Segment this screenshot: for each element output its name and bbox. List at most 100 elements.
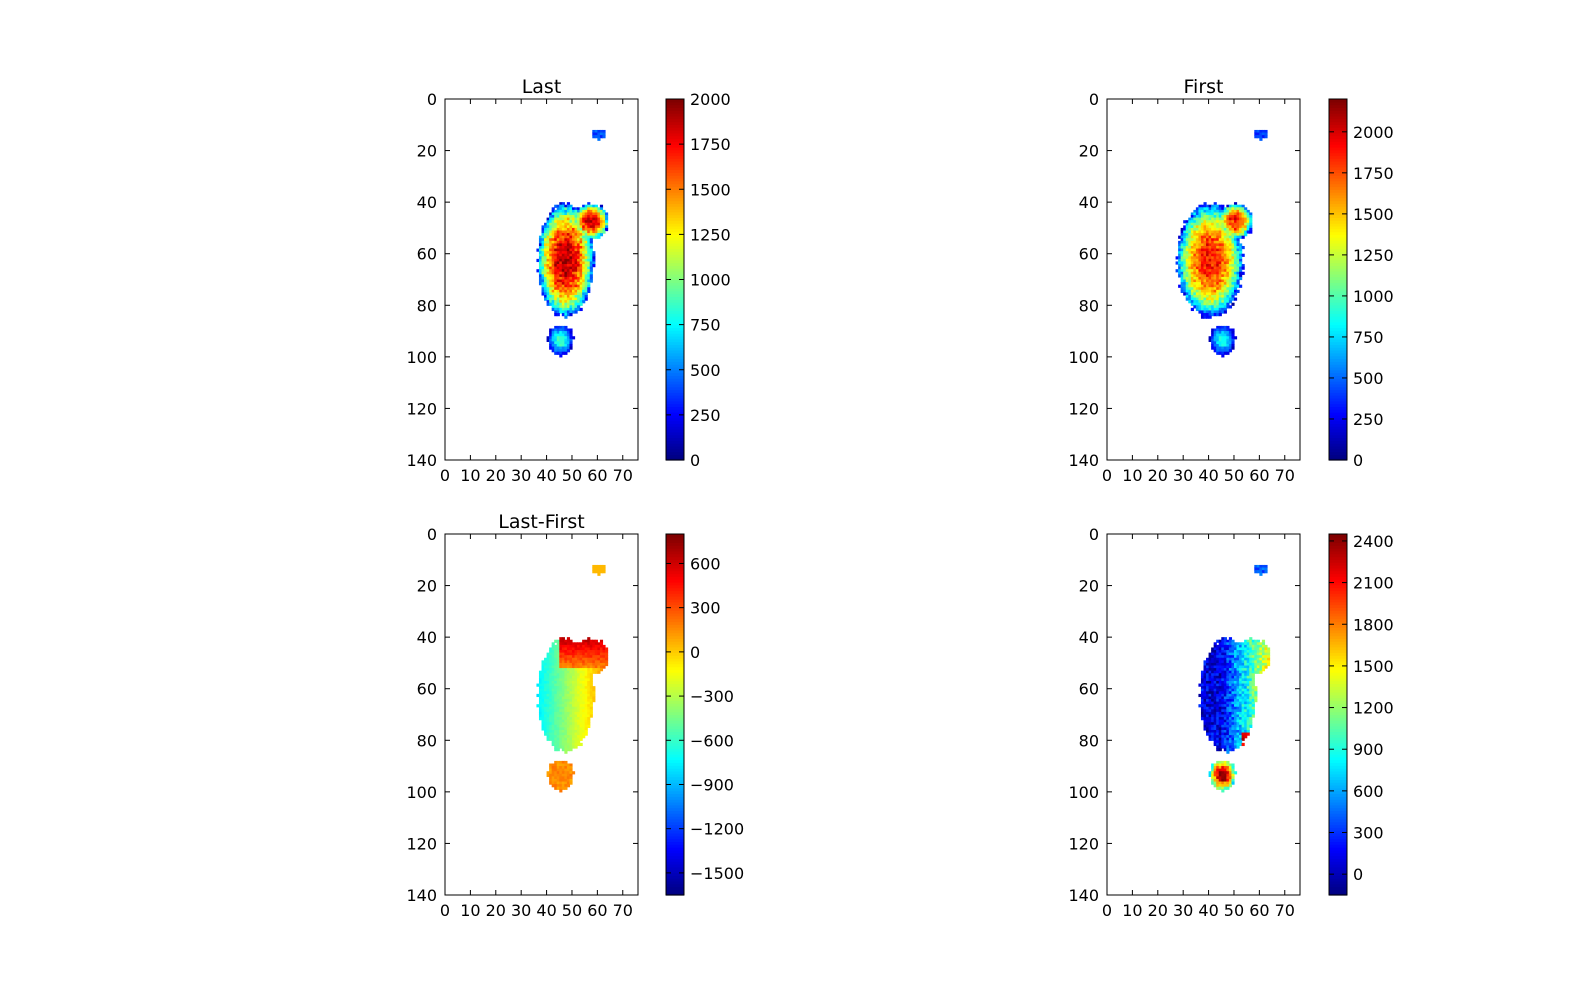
heatmap-cell	[577, 660, 581, 664]
heatmap-cell	[582, 204, 586, 208]
heatmap-cell	[1203, 699, 1207, 703]
heatmap-cell	[1218, 688, 1222, 692]
heatmap-cell	[594, 657, 598, 661]
heatmap-cell	[597, 665, 601, 669]
heatmap-cell	[551, 276, 555, 281]
heatmap-cell	[1223, 279, 1227, 283]
colorbar-segment	[666, 101, 684, 106]
heatmap-cell	[569, 727, 573, 731]
heatmap-cell	[1231, 212, 1235, 216]
colorbar-segment	[666, 675, 684, 679]
heatmap-cell	[1218, 248, 1222, 252]
colorbar-segment	[1329, 324, 1347, 329]
heatmap-cell	[1231, 706, 1235, 710]
heatmap-cell	[1259, 657, 1263, 661]
heatmap-cell	[1231, 230, 1235, 234]
heatmap-cell	[569, 271, 573, 275]
heatmap-cell	[1221, 297, 1225, 301]
heatmap-cell	[1264, 652, 1268, 656]
heatmap-cell	[602, 564, 606, 569]
heatmap-cell	[1213, 276, 1217, 281]
colorbar-segment	[666, 254, 684, 258]
heatmap-cell	[1221, 336, 1225, 340]
heatmap-cell	[559, 284, 563, 288]
heatmap-cell	[1188, 292, 1192, 296]
heatmap-cell	[1203, 305, 1207, 309]
heatmap-cell	[538, 686, 543, 690]
heatmap-cell	[544, 248, 548, 252]
heatmap-cell	[1239, 737, 1243, 741]
heatmap-cell	[546, 660, 550, 664]
heatmap-cell	[1239, 727, 1243, 731]
heatmap-cell	[1241, 737, 1245, 741]
heatmap-cell	[1244, 642, 1248, 646]
colorbar-segment	[1329, 347, 1347, 351]
colorbar-segment	[666, 720, 684, 724]
heatmap-cell	[579, 680, 583, 685]
heatmap-cell	[1200, 691, 1205, 695]
heatmap-cell	[1251, 699, 1255, 703]
heatmap-cell	[566, 310, 571, 314]
heatmap-cell	[549, 768, 553, 772]
heatmap-cell	[1236, 256, 1240, 260]
heatmap-cell	[587, 711, 591, 716]
heatmap-cell	[1213, 274, 1217, 278]
heatmap-cell	[546, 300, 550, 304]
heatmap-cell	[597, 135, 601, 139]
heatmap-cell	[561, 786, 565, 790]
heatmap-cell	[569, 735, 573, 739]
heatmap-cell	[1223, 732, 1227, 736]
heatmap-cell	[559, 660, 563, 664]
colorbar-segment	[1329, 279, 1347, 283]
heatmap-cell	[559, 343, 563, 348]
colorbar-segment	[1329, 203, 1347, 207]
heatmap-cell	[1183, 279, 1187, 283]
heatmap-cell	[1246, 696, 1250, 700]
colorbar-segment	[666, 403, 684, 408]
heatmap-cell	[1223, 717, 1227, 721]
colorbar-segment	[666, 180, 684, 185]
heatmap-cell	[584, 212, 588, 216]
heatmap-cell	[556, 691, 560, 695]
heatmap-cell	[584, 714, 588, 718]
heatmap-cell	[571, 709, 576, 713]
heatmap-cell	[574, 668, 578, 672]
heatmap-cell	[1239, 673, 1243, 677]
heatmap-cell	[1218, 706, 1222, 710]
heatmap-cell	[546, 274, 550, 278]
heatmap-cell	[551, 737, 555, 741]
colorbar-segment	[1329, 254, 1347, 258]
heatmap-cell	[541, 261, 545, 265]
heatmap-cell	[1216, 665, 1220, 669]
heatmap-cell	[1208, 678, 1212, 682]
heatmap-cell	[1208, 310, 1212, 314]
heatmap-cell	[556, 668, 560, 672]
heatmap-cell	[1198, 276, 1202, 281]
heatmap-cell	[1213, 704, 1217, 708]
heatmap-cell	[587, 235, 591, 239]
heatmap-cell	[559, 331, 563, 335]
heatmap-cell	[1213, 212, 1217, 216]
heatmap-cell	[566, 258, 571, 263]
colorbar-segment	[666, 310, 684, 314]
heatmap-cell	[569, 660, 573, 664]
colorbar-segment	[666, 711, 684, 716]
heatmap-cell	[551, 233, 555, 237]
heatmap-cell	[564, 786, 568, 790]
colorbar-segment	[1329, 231, 1347, 235]
heatmap-cell	[1211, 217, 1215, 221]
heatmap-cell	[1233, 737, 1238, 741]
heatmap-cell	[556, 238, 560, 242]
heatmap-cell	[1183, 235, 1187, 239]
heatmap-cell	[1231, 742, 1235, 747]
heatmap-cell	[1213, 331, 1217, 335]
heatmap-cell	[551, 343, 555, 348]
heatmap-cell	[1241, 699, 1245, 703]
heatmap-cell	[587, 284, 591, 288]
heatmap-cell	[549, 258, 553, 263]
colorbar-segment	[1329, 838, 1347, 843]
heatmap-cell	[564, 274, 568, 278]
heatmap-cell	[569, 732, 573, 736]
heatmap-cell	[564, 258, 568, 263]
heatmap-cell	[1208, 222, 1212, 226]
